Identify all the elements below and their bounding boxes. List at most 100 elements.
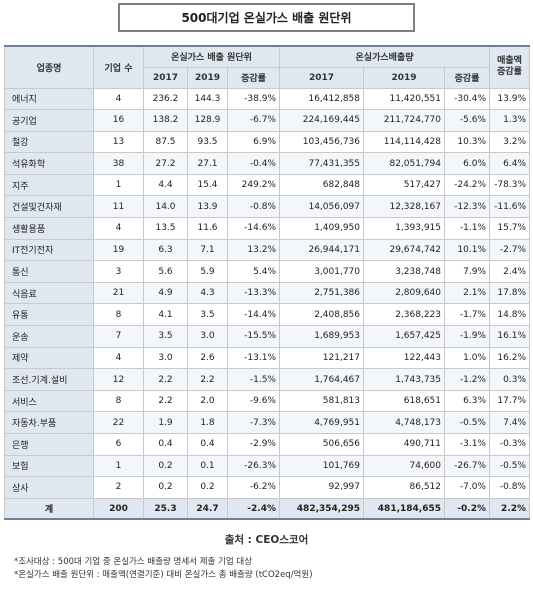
cell-sales-change: -0.8% (489, 476, 530, 499)
cell-intensity-2019: 15.4 (187, 173, 228, 197)
cell-companies: 19 (93, 238, 144, 262)
cell-sector: 서비스 (4, 389, 94, 413)
cell-companies: 13 (93, 130, 144, 154)
header-emission-group: 온실가스배출량 (279, 45, 490, 68)
cell-sales-change: -78.3% (489, 173, 530, 197)
table-row: 자동차.부품 22 1.9 1.8 -7.3% 4,769,951 4,748,173 -0.… (4, 411, 530, 434)
cell-emission-change: 1.0% (444, 346, 490, 370)
table-row: IT전기전자 19 6.3 7.1 13.2% 26,944,171 29,674,742 1… (4, 238, 530, 262)
cell-companies: 12 (93, 368, 144, 391)
cell-sales-change: 1.3% (489, 109, 530, 132)
cell-emission-2019: 11,420,551 (363, 87, 445, 111)
cell-sales-change: 6.4% (489, 152, 530, 175)
table-row: 건설및건자재 11 14.0 13.9 -0.8% 14,056,097 12,328,16… (4, 195, 530, 219)
cell-intensity-2019: 0.1 (187, 454, 228, 478)
total-companies: 200 (93, 497, 144, 521)
cell-intensity-2019: 4.3 (187, 281, 228, 305)
cell-emission-2019: 618,651 (363, 389, 445, 413)
cell-intensity-2017: 4.4 (143, 173, 188, 197)
cell-sector: 공기업 (4, 109, 94, 132)
cell-emission-change: 6.0% (444, 152, 490, 175)
cell-intensity-2017: 0.2 (143, 476, 188, 499)
cell-sector: 자동차.부품 (4, 411, 94, 434)
cell-sector: 제약 (4, 346, 94, 370)
cell-emission-2017: 581,813 (279, 389, 364, 413)
cell-intensity-change: -38.9% (227, 87, 280, 111)
cell-companies: 1 (93, 173, 144, 197)
cell-sector: 조선.기계.설비 (4, 368, 94, 391)
cell-emission-change: 7.9% (444, 260, 490, 283)
header-emission-2019: 2019 (363, 66, 445, 89)
table-row: 서비스 8 2.2 2.0 -9.6% 581,813 618,651 6.3% 17.7% (4, 389, 530, 413)
total-emission-2019: 481,184,655 (363, 497, 445, 521)
cell-intensity-2017: 1.9 (143, 411, 188, 434)
table-row: 유통 8 4.1 3.5 -14.4% 2,408,856 2,368,223 -1.7% 14… (4, 303, 530, 327)
cell-emission-2019: 3,238,748 (363, 260, 445, 283)
cell-intensity-2019: 27.1 (187, 152, 228, 175)
cell-emission-2017: 4,769,951 (279, 411, 364, 434)
cell-emission-change: -12.3% (444, 195, 490, 219)
table-row: 석유화학 38 27.2 27.1 -0.4% 77,431,355 82,051,794 6… (4, 152, 530, 175)
cell-intensity-2017: 138.2 (143, 109, 188, 132)
cell-intensity-2017: 6.3 (143, 238, 188, 262)
cell-intensity-2017: 2.2 (143, 389, 188, 413)
table-row: 은행 6 0.4 0.4 -2.9% 506,656 490,711 -3.1% -0.3% (4, 433, 530, 456)
cell-emission-2017: 16,412,858 (279, 87, 364, 111)
cell-emission-2019: 1,657,425 (363, 325, 445, 348)
page-title: 500대기업 온실가스 배출 원단위 (118, 3, 415, 32)
footnote: *조사대상 : 500대 기업 중 온실가스 배출량 명세서 제출 기업 대상 (14, 557, 253, 567)
header-intensity-change: 증감률 (227, 66, 280, 89)
cell-intensity-change: -26.3% (227, 454, 280, 478)
footnotes: *조사대상 : 500대 기업 중 온실가스 배출량 명세서 제출 기업 대상 … (14, 556, 313, 582)
cell-intensity-change: -14.6% (227, 217, 280, 240)
cell-emission-2017: 1,689,953 (279, 325, 364, 348)
cell-companies: 21 (93, 281, 144, 305)
cell-emission-change: -5.6% (444, 109, 490, 132)
cell-sector: 식음료 (4, 281, 94, 305)
cell-companies: 4 (93, 346, 144, 370)
cell-intensity-2019: 2.6 (187, 346, 228, 370)
cell-intensity-change: -2.9% (227, 433, 280, 456)
cell-intensity-change: -9.6% (227, 389, 280, 413)
header-companies: 기업 수 (93, 45, 144, 89)
header-intensity-group: 온실가스 배출 원단위 (143, 45, 280, 68)
cell-emission-2017: 506,656 (279, 433, 364, 456)
cell-emission-2017: 682,848 (279, 173, 364, 197)
cell-emission-2019: 1,743,735 (363, 368, 445, 391)
cell-emission-2017: 3,001,770 (279, 260, 364, 283)
cell-intensity-2017: 2.2 (143, 368, 188, 391)
cell-intensity-change: -14.4% (227, 303, 280, 327)
cell-intensity-2019: 0.2 (187, 476, 228, 499)
cell-intensity-2017: 236.2 (143, 87, 188, 111)
cell-intensity-change: -7.3% (227, 411, 280, 434)
cell-intensity-2019: 93.5 (187, 130, 228, 154)
cell-companies: 3 (93, 260, 144, 283)
cell-emission-2017: 224,169,445 (279, 109, 364, 132)
cell-emission-2019: 4,748,173 (363, 411, 445, 434)
cell-sector: 지주 (4, 173, 94, 197)
cell-emission-2017: 92,997 (279, 476, 364, 499)
cell-intensity-2017: 3.5 (143, 325, 188, 348)
table-row: 식음료 21 4.9 4.3 -13.3% 2,751,386 2,809,640 2.1% 1… (4, 281, 530, 305)
table-row: 통신 3 5.6 5.9 5.4% 3,001,770 3,238,748 7.9% 2.4% (4, 260, 530, 283)
cell-emission-2017: 14,056,097 (279, 195, 364, 219)
cell-intensity-change: -0.8% (227, 195, 280, 219)
total-intensity-2017: 25.3 (143, 497, 188, 521)
cell-emission-2019: 82,051,794 (363, 152, 445, 175)
cell-sector: 에너지 (4, 87, 94, 111)
cell-emission-2017: 2,751,386 (279, 281, 364, 305)
cell-intensity-2019: 2.2 (187, 368, 228, 391)
total-emission-2017: 482,354,295 (279, 497, 364, 521)
cell-emission-2019: 74,600 (363, 454, 445, 478)
emission-table: 업종명 기업 수 온실가스 배출 원단위 온실가스배출량 매출액 증감률 201… (4, 45, 530, 521)
cell-intensity-change: 5.4% (227, 260, 280, 283)
table-row: 보험 1 0.2 0.1 -26.3% 101,769 74,600 -26.7% -0.5% (4, 454, 530, 478)
cell-sales-change: -2.7% (489, 238, 530, 262)
header-sector: 업종명 (4, 45, 94, 89)
cell-intensity-change: -0.4% (227, 152, 280, 175)
cell-intensity-2019: 0.4 (187, 433, 228, 456)
cell-emission-change: -0.5% (444, 411, 490, 434)
cell-emission-change: 10.3% (444, 130, 490, 154)
table-row: 지주 1 4.4 15.4 249.2% 682,848 517,427 -24.2% -78.… (4, 173, 530, 197)
cell-emission-2019: 12,328,167 (363, 195, 445, 219)
